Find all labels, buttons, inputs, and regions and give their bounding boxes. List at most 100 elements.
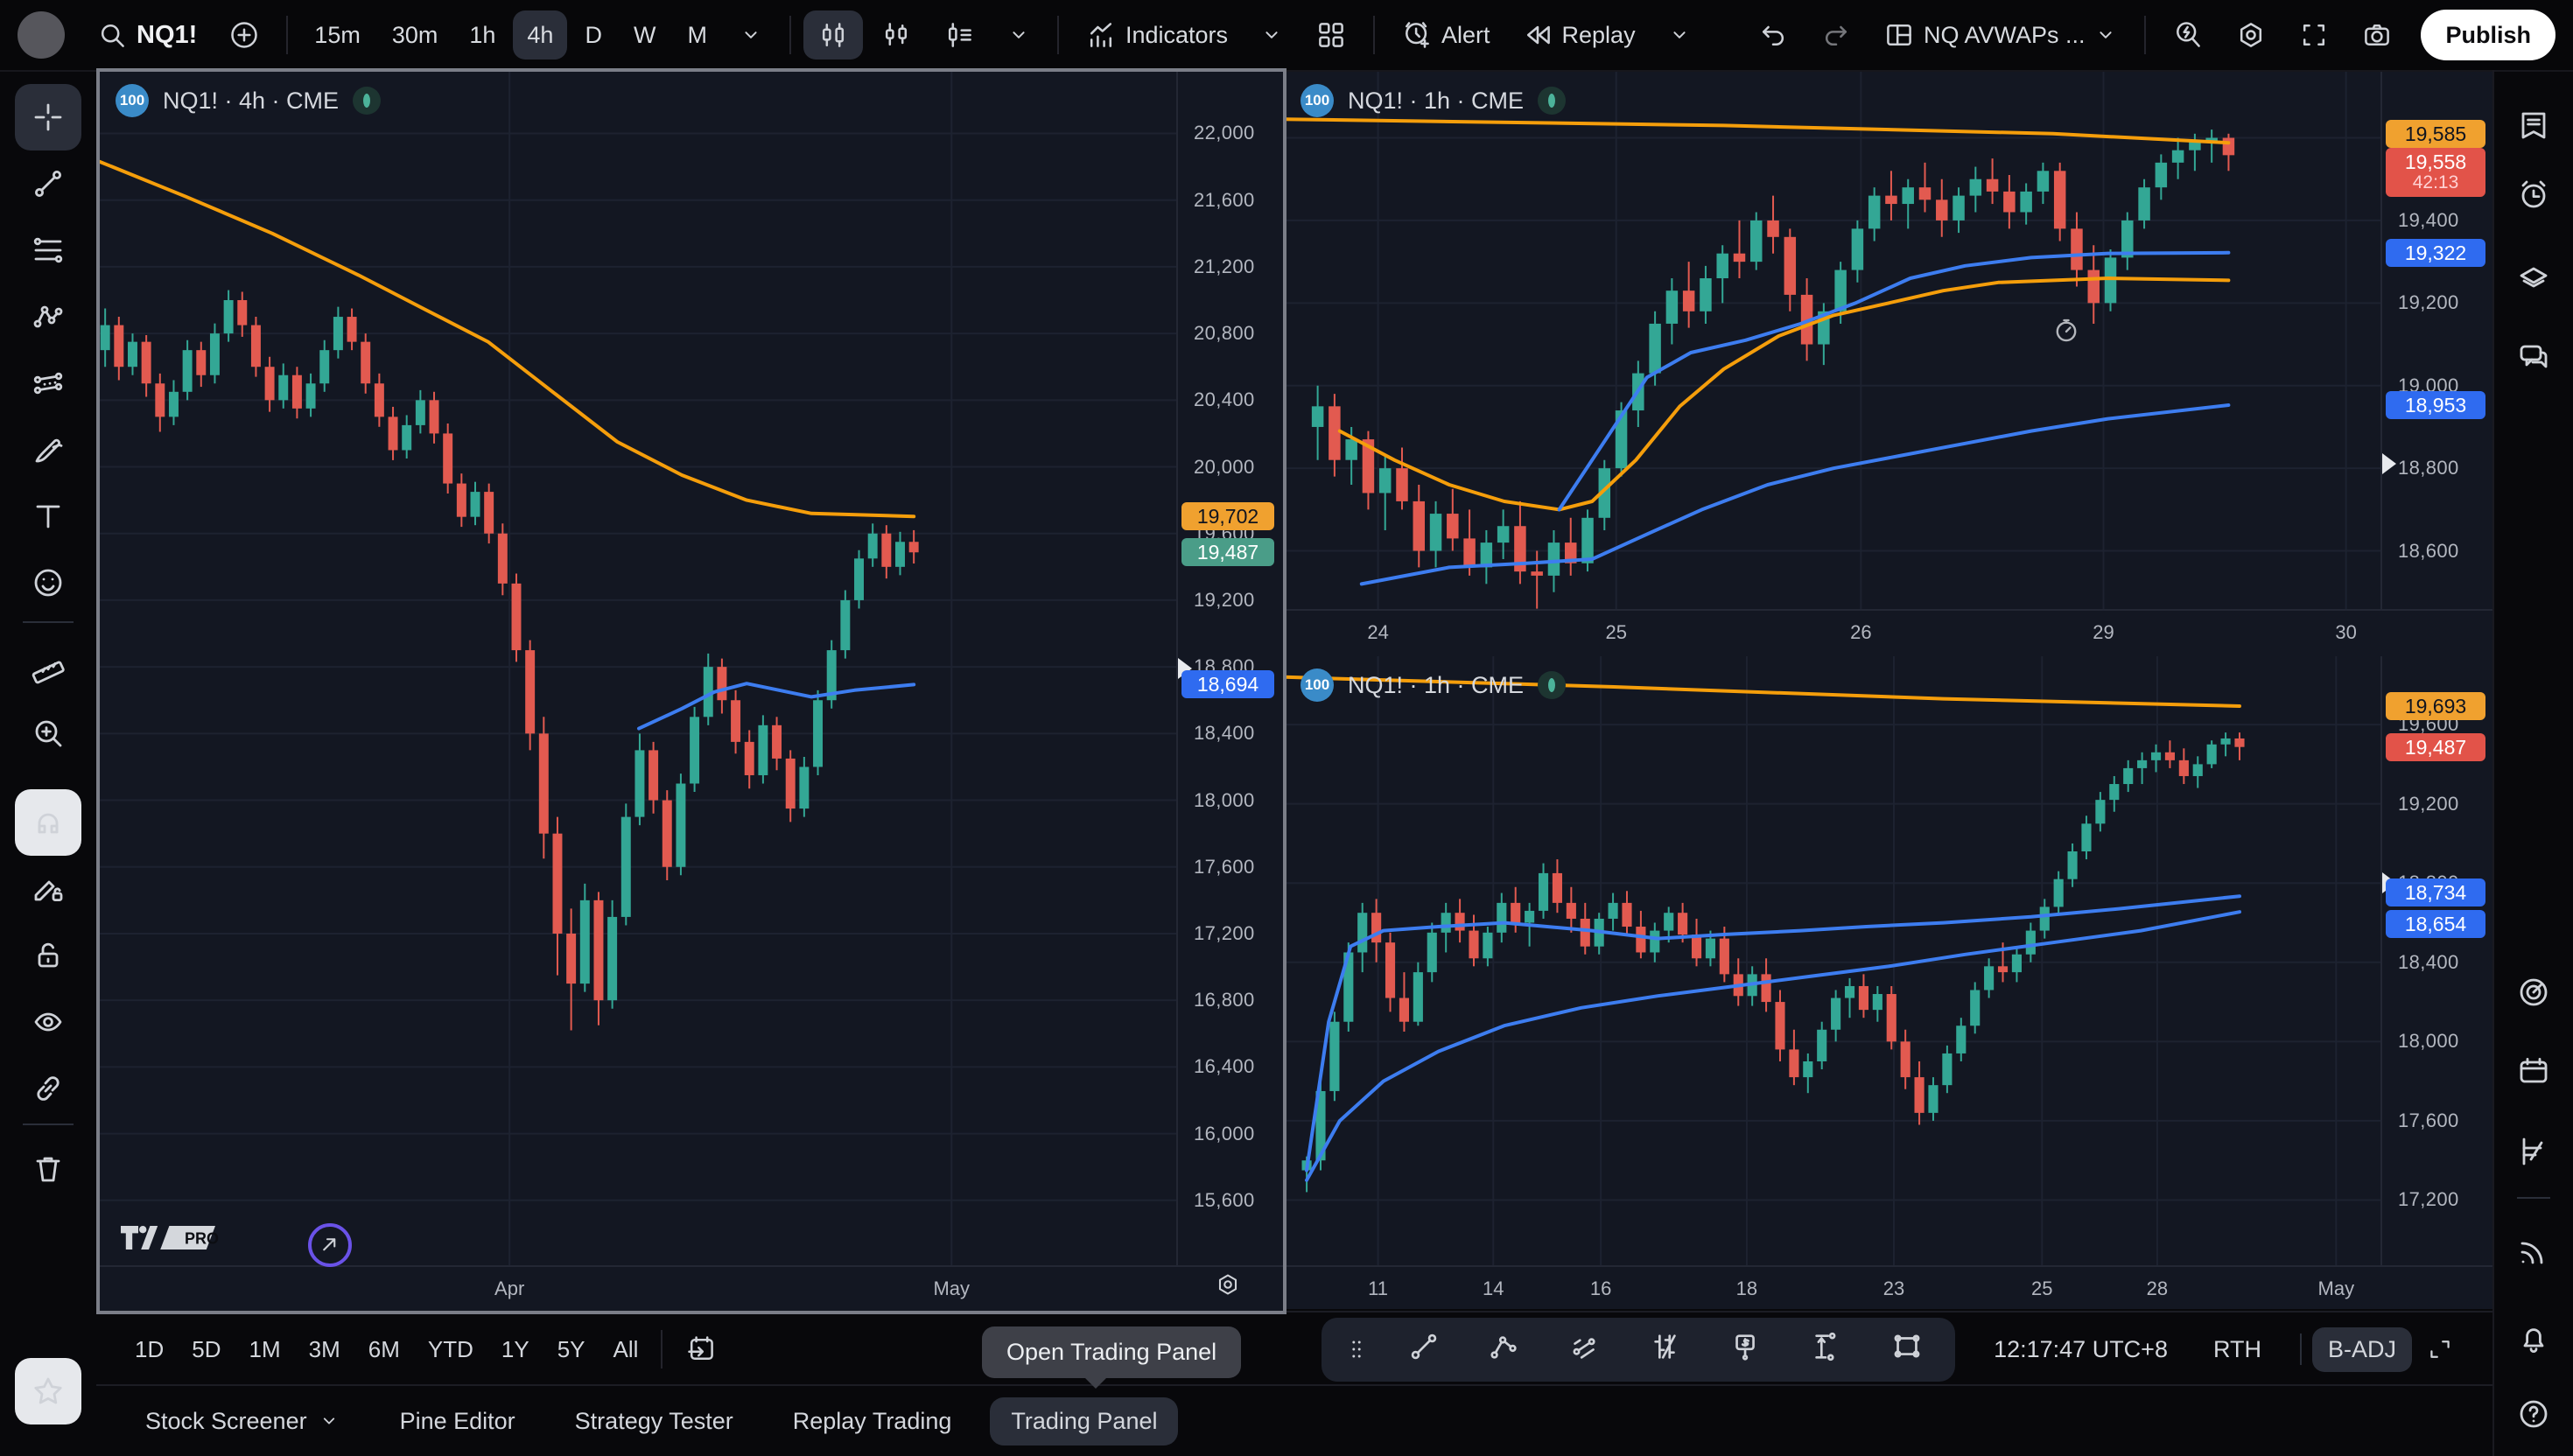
interval-1h-button[interactable]: 1h — [455, 10, 509, 60]
replay-menu-button[interactable] — [1653, 10, 1706, 60]
layers-panel-button[interactable] — [2500, 243, 2567, 310]
chart-style-hlc-button[interactable] — [929, 10, 989, 60]
draw-disjoint-channel-button[interactable] — [1558, 1328, 1612, 1371]
zoom-in-tool[interactable] — [15, 700, 81, 766]
range-6m-button[interactable]: 6M — [354, 1326, 414, 1372]
interval-d-button[interactable]: D — [571, 10, 616, 60]
settings-button[interactable] — [2221, 10, 2281, 60]
chart-canvas[interactable] — [98, 72, 1178, 1273]
data-window-badge[interactable]: 100 — [1301, 668, 1334, 702]
draw-trend-line-button[interactable] — [1397, 1328, 1451, 1371]
help-panel-button[interactable] — [2500, 1381, 2567, 1447]
footer-pine-editor-button[interactable]: Pine Editor — [379, 1397, 536, 1446]
eye-tool[interactable] — [15, 989, 81, 1055]
range-ytd-button[interactable]: YTD — [414, 1326, 487, 1372]
brush-tool[interactable] — [15, 416, 81, 483]
undo-button[interactable] — [1743, 10, 1803, 60]
footer-trading-panel-button[interactable]: Trading Panel — [990, 1396, 1179, 1446]
time-axis[interactable]: 11 14 16 18 23 25 28 May — [1285, 1265, 2494, 1309]
trend-line-tool[interactable] — [15, 150, 81, 217]
go-to-date-button[interactable] — [671, 1325, 731, 1374]
tradingview-pro-logo[interactable]: PRO — [121, 1225, 226, 1251]
stopwatch-icon[interactable] — [2051, 316, 2081, 352]
chat-panel-button[interactable] — [2500, 324, 2567, 390]
trash-tool[interactable] — [15, 1136, 81, 1202]
price-scale[interactable]: 18,60018,80019,00019,20019,40019,60019,5… — [2380, 72, 2494, 611]
prediction-tool[interactable] — [15, 350, 81, 416]
range-1d-button[interactable]: 1D — [121, 1326, 178, 1372]
ruler-tool[interactable] — [15, 634, 81, 700]
data-status-dot[interactable] — [1538, 671, 1567, 699]
watchlist-panel-button[interactable] — [2500, 93, 2567, 159]
clock-display[interactable]: 12:17:47 UTC+8 — [1983, 1334, 2178, 1365]
range-3m-button[interactable]: 3M — [295, 1326, 354, 1372]
calendar-panel-button[interactable] — [2500, 1038, 2567, 1104]
chart-style-candles-button[interactable] — [803, 10, 863, 60]
range-1y-button[interactable]: 1Y — [487, 1326, 543, 1372]
alarm-panel-button[interactable] — [2500, 161, 2567, 228]
indicator-templates-button[interactable] — [1301, 10, 1361, 60]
drag-handle-icon[interactable] — [1343, 1335, 1371, 1363]
time-axis[interactable]: Apr May — [100, 1265, 1283, 1311]
draw-price-label-button[interactable] — [1719, 1328, 1773, 1371]
range-5d-button[interactable]: 5D — [178, 1326, 235, 1372]
interval-30m-button[interactable]: 30m — [378, 10, 452, 60]
draw-bar-pattern-button[interactable] — [1638, 1328, 1693, 1371]
publish-button[interactable]: Publish — [2421, 10, 2555, 60]
snapshot-button[interactable] — [2347, 10, 2407, 60]
rss-panel-button[interactable] — [2500, 1218, 2567, 1284]
radar-panel-button[interactable] — [2500, 959, 2567, 1026]
fullscreen-button[interactable] — [2284, 10, 2344, 60]
text-tool[interactable] — [15, 483, 81, 550]
draw-polyline-button[interactable] — [1477, 1328, 1532, 1371]
draw-price-range-button[interactable] — [1799, 1328, 1854, 1371]
hotlist-panel-button[interactable] — [2500, 1118, 2567, 1185]
link-tool[interactable] — [15, 1055, 81, 1122]
bell-panel-button[interactable] — [2500, 1306, 2567, 1372]
star-tool[interactable] — [15, 1358, 81, 1424]
interval-m-button[interactable]: M — [673, 10, 721, 60]
layout-menu-button[interactable]: NQ AVWAPs ... — [1869, 10, 2133, 60]
quick-search-button[interactable] — [2158, 10, 2218, 60]
interval-menu-button[interactable] — [725, 10, 777, 60]
data-window-badge[interactable]: 100 — [1301, 84, 1334, 117]
user-avatar[interactable] — [18, 11, 65, 59]
chart-style-hollow-button[interactable] — [866, 10, 926, 60]
maximize-pane-button[interactable] — [2412, 1325, 2468, 1374]
data-status-dot[interactable] — [1538, 87, 1567, 115]
replay-button[interactable]: Replay — [1508, 10, 1650, 60]
session-button[interactable]: RTH — [2203, 1334, 2272, 1365]
xabcd-pattern-tool[interactable] — [15, 284, 81, 350]
data-status-dot[interactable] — [353, 87, 382, 115]
interval-4h-button[interactable]: 4h — [513, 10, 568, 60]
draw-rectangle-button[interactable] — [1880, 1328, 1934, 1371]
magnet-tool[interactable] — [15, 789, 81, 856]
indicators-button[interactable]: Indicators — [1071, 10, 1242, 60]
symbol-search-button[interactable]: NQ1! — [82, 10, 211, 60]
range-5y-button[interactable]: 5Y — [543, 1326, 599, 1372]
lock-tool[interactable] — [15, 922, 81, 989]
drawing-mode-tool[interactable] — [15, 856, 81, 922]
chart-canvas[interactable] — [1283, 72, 2382, 617]
crosshair-tool[interactable] — [15, 84, 81, 150]
alert-button[interactable]: Alert — [1387, 10, 1504, 60]
takeoff-arrow-icon[interactable] — [308, 1223, 352, 1267]
redo-button[interactable] — [1806, 10, 1866, 60]
interval-w-button[interactable]: W — [620, 10, 670, 60]
axis-settings-gear-icon[interactable] — [1204, 1270, 1251, 1306]
interval-15m-button[interactable]: 15m — [300, 10, 375, 60]
chart-canvas[interactable] — [1283, 656, 2382, 1273]
time-axis[interactable]: 24 25 26 29 30 — [1285, 609, 2494, 656]
range-all-button[interactable]: All — [599, 1326, 653, 1372]
emoji-tool[interactable] — [15, 550, 81, 616]
add-symbol-button[interactable] — [214, 10, 274, 60]
chart-style-menu-button[interactable] — [992, 10, 1045, 60]
price-scale[interactable]: 17,20017,60018,00018,40018,80019,20019,6… — [2380, 656, 2494, 1267]
data-window-badge[interactable]: 100 — [116, 84, 149, 117]
adjustment-button[interactable]: B-ADJ — [2311, 1326, 2412, 1372]
range-1m-button[interactable]: 1M — [235, 1326, 295, 1372]
footer-stock-screener-button[interactable]: Stock Screener — [124, 1397, 361, 1446]
price-scale[interactable]: 15,600 16,000 16,400 16,800 17,200 17,600 18,0… — [1176, 72, 1283, 1267]
fib-retracement-tool[interactable] — [15, 217, 81, 284]
footer-strategy-tester-button[interactable]: Strategy Tester — [554, 1397, 754, 1446]
